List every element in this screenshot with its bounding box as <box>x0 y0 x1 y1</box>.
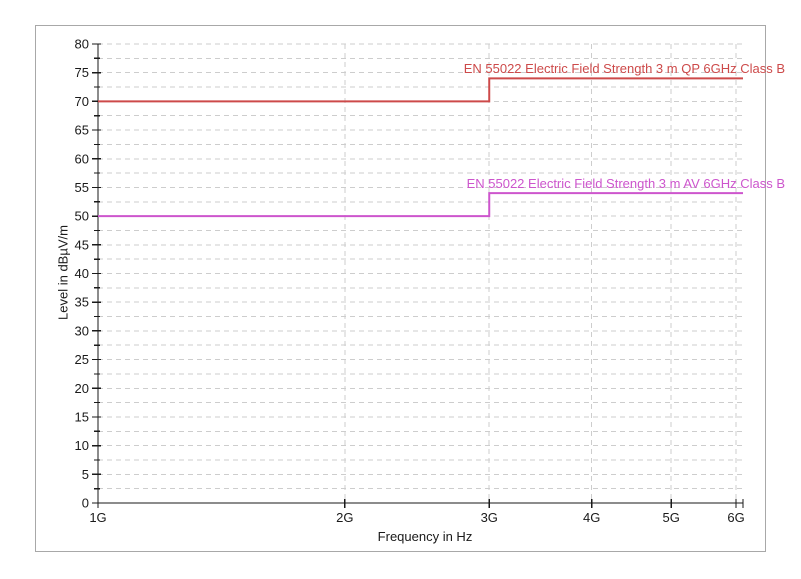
x-tick-label: 3G <box>481 510 498 525</box>
chart-frame <box>35 25 766 552</box>
y-tick-label: 40 <box>75 266 89 281</box>
x-tick-label: 1G <box>89 510 106 525</box>
series-label-1: EN 55022 Electric Field Strength 3 m AV … <box>466 175 785 191</box>
x-tick-label: 5G <box>662 510 679 525</box>
x-tick-label: 4G <box>583 510 600 525</box>
x-tick-label: 6G <box>727 510 744 525</box>
series-layer <box>98 77 743 218</box>
y-tick-label: 35 <box>75 295 89 310</box>
limit-line-series-1 <box>98 192 743 218</box>
x-axis-title: Frequency in Hz <box>377 529 473 544</box>
y-tick-label: 0 <box>82 496 89 511</box>
grid-layer <box>98 43 743 503</box>
y-tick-label: 25 <box>75 352 89 367</box>
y-tick-label: 10 <box>75 438 89 453</box>
y-tick-label: 55 <box>75 180 89 195</box>
y-tick-label: 5 <box>82 467 89 482</box>
y-tick-label: 65 <box>75 123 89 138</box>
y-tick-label: 50 <box>75 209 89 224</box>
limit-line-series-0 <box>98 77 743 103</box>
axis-layer <box>92 43 744 508</box>
y-tick-label: 75 <box>75 65 89 80</box>
y-tick-label: 80 <box>75 37 89 52</box>
series-label-0: EN 55022 Electric Field Strength 3 m QP … <box>463 60 785 76</box>
y-tick-label: 15 <box>75 409 89 424</box>
y-tick-label: 20 <box>75 381 89 396</box>
x-tick-label: 2G <box>336 510 353 525</box>
y-axis-title: Level in dBµV/m <box>55 225 71 320</box>
tick-label-layer: 0 5 10 15 20 25 30 35 40 45 50 55 60 65 70 75 80 1G 2G 3G 4G… <box>75 37 745 526</box>
y-tick-label: 60 <box>75 151 89 166</box>
y-tick-label: 70 <box>75 94 89 109</box>
y-tick-label: 45 <box>75 237 89 252</box>
y-tick-label: 30 <box>75 323 89 338</box>
